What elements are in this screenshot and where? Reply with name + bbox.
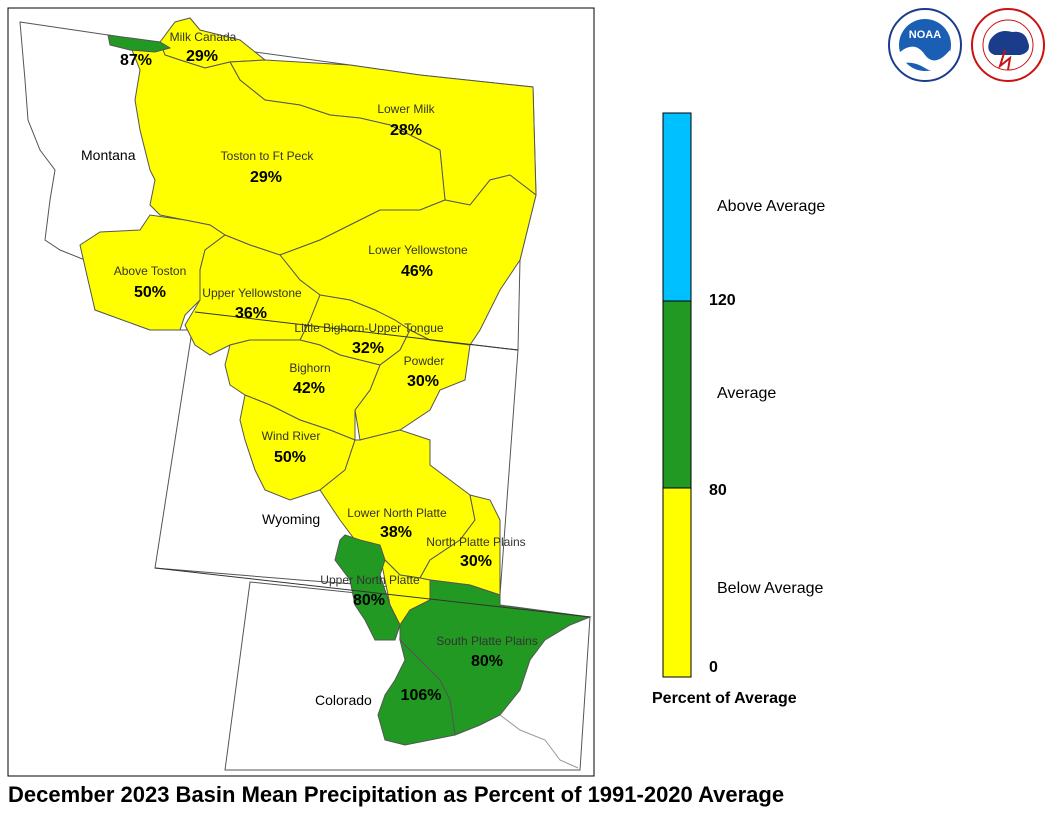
basin-st-mary (107, 34, 172, 53)
noaa-logo: NOAA (888, 8, 962, 82)
mt-wy-border (194, 311, 519, 351)
state-label-wyoming: Wyoming (262, 511, 321, 527)
legend-label-below: Below Average (717, 580, 824, 597)
basin-value: 42% (292, 380, 326, 397)
state-label-montana: Montana (81, 147, 136, 163)
basin-value: 87% (119, 52, 153, 69)
basin-value: 50% (133, 284, 167, 301)
legend-tick-120: 120 (709, 292, 736, 309)
basin-value: 29% (249, 169, 283, 186)
legend-average-swatch (662, 300, 692, 489)
legend-label-above: Above Average (717, 198, 826, 215)
legend-below-swatch (662, 487, 692, 678)
legend-title: Percent of Average (652, 690, 797, 707)
basin-label: Toston to Ft Peck (220, 149, 314, 163)
basin-value: 106% (400, 687, 442, 704)
figure-title: December 2023 Basin Mean Precipitation a… (8, 782, 785, 807)
basin-label: Above Toston (113, 264, 187, 278)
wy-co-border (154, 567, 591, 618)
basin-label: Wind River (261, 429, 321, 443)
basin-value: 32% (351, 340, 385, 357)
basin-value: 36% (234, 305, 268, 322)
noaa-logo-text: NOAA (909, 29, 941, 41)
legend-tick-80: 80 (709, 482, 727, 499)
basin-label: Lower Yellowstone (368, 243, 468, 257)
basin-label: South Platte Plains (436, 634, 538, 648)
basin-value: 30% (459, 553, 493, 570)
basin-value: 80% (352, 592, 386, 609)
legend-label-average: Average (717, 385, 777, 402)
basin-value: 38% (379, 524, 413, 541)
basin-value: 50% (273, 449, 307, 466)
basin-label: North Platte Plains (426, 535, 526, 549)
basin-label: Upper Yellowstone (202, 286, 302, 300)
basin-bighorn (224, 339, 381, 441)
basin-value: 46% (400, 263, 434, 280)
legend-tick-0: 0 (709, 659, 718, 676)
basin-label: Bighorn (289, 361, 331, 375)
nws-logo (971, 8, 1045, 82)
state-label-colorado: Colorado (315, 692, 372, 708)
basin-value: 29% (185, 48, 219, 65)
basin-label: Upper North Platte (320, 573, 420, 587)
basin-label: Little Bighorn-Upper Tongue (294, 321, 444, 335)
colorado-east-edge (499, 714, 579, 769)
legend-above-swatch (662, 112, 692, 302)
basin-label: Powder (403, 354, 445, 368)
basin-value: 30% (406, 373, 440, 390)
basin-label: Lower North Platte (347, 506, 447, 520)
basin-south-platte-plains (399, 579, 592, 736)
basin-label: Milk Canada (169, 30, 237, 44)
basin-value: 28% (389, 122, 423, 139)
basin-value: 80% (470, 653, 504, 670)
basin-south-platte-mountains (377, 638, 456, 746)
basin-label: Lower Milk (377, 102, 435, 116)
